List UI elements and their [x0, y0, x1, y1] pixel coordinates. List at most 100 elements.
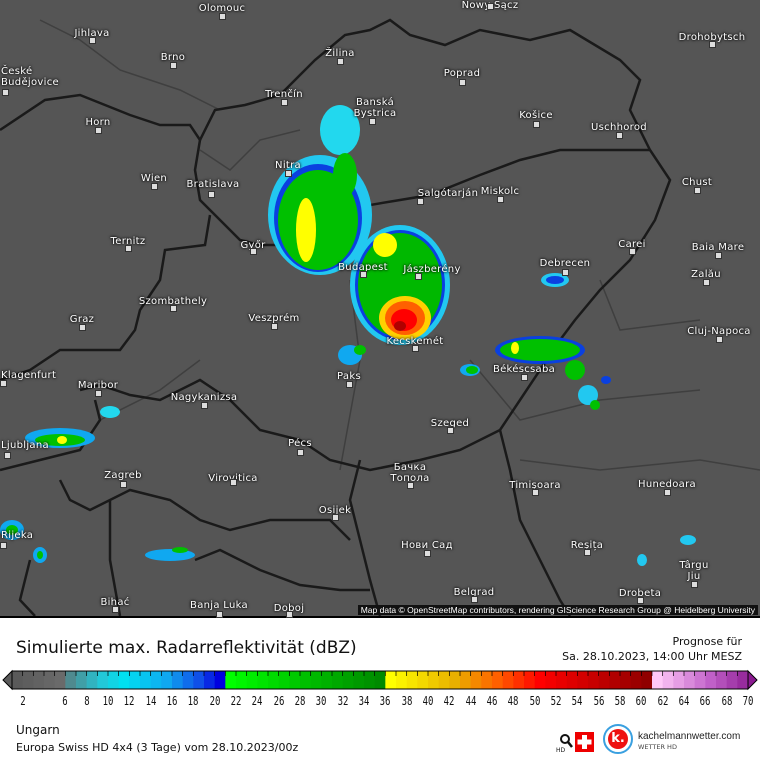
color-scale-cell [278, 671, 290, 689]
city-marker [216, 611, 223, 618]
radar-echo [296, 198, 316, 262]
city-marker [332, 514, 339, 521]
scale-tick-label: 16 [166, 694, 178, 708]
city-marker [219, 13, 226, 20]
city-label: Budapest [338, 262, 388, 273]
city-label: Pécs [288, 438, 312, 449]
map-attribution: Map data © OpenStreetMap contributors, r… [357, 605, 758, 615]
city-marker [584, 549, 591, 556]
chart-title: Simulierte max. Radarreflektivität (dBZ) [16, 638, 357, 658]
scale-tick-label: 14 [145, 694, 157, 708]
color-scale-cell [641, 671, 653, 689]
city-marker [709, 41, 716, 48]
city-label: Brno [160, 52, 186, 63]
scale-tick-label: 22 [230, 694, 242, 708]
city-label: Нови Сад [401, 540, 453, 551]
scale-tick-label: 30 [315, 694, 327, 708]
color-scale-cell [214, 671, 226, 689]
color-scale-cell [502, 671, 514, 689]
map-layer [0, 18, 760, 616]
city-label: Ljubljana [1, 440, 49, 451]
city-marker [715, 252, 722, 259]
scale-tick-label: 58 [614, 694, 626, 708]
scale-tick-label: 50 [529, 694, 541, 708]
color-scale-cell [97, 671, 109, 689]
city-marker [125, 245, 132, 252]
brand-name[interactable]: kachelmannwetter.com [638, 731, 741, 742]
radar-echo [511, 342, 519, 354]
swiss-hd-logo: HD [552, 730, 596, 754]
svg-text:HD: HD [556, 747, 566, 754]
city-label: Banja Luka [190, 600, 248, 611]
scale-tick-label: 56 [593, 694, 605, 708]
color-scale-cell [513, 671, 525, 689]
city-marker [521, 374, 528, 381]
city-label: Drohobytsch [678, 32, 746, 43]
city-label: Horn [85, 117, 111, 128]
city-label: Graz [69, 314, 95, 325]
color-scale-cell [22, 671, 34, 689]
city-marker [532, 489, 539, 496]
color-scale-cell [598, 671, 610, 689]
color-scale-cell [566, 671, 578, 689]
city-marker [89, 37, 96, 44]
color-scale-cell [65, 671, 77, 689]
city-marker [337, 58, 344, 65]
city-marker [0, 542, 7, 549]
city-label: Jihlava [74, 28, 110, 39]
color-scale-cell [246, 671, 258, 689]
region-name: Ungarn [16, 723, 60, 737]
color-scale-cell [428, 671, 440, 689]
radar-echo [466, 366, 478, 374]
radar-echo [637, 554, 647, 566]
city-label: Košice [519, 110, 553, 121]
color-scale-cell [385, 671, 397, 689]
color-scale-cell [300, 671, 312, 689]
scale-tick-label: 28 [294, 694, 306, 708]
city-marker [250, 248, 257, 255]
color-scale-cell [332, 671, 344, 689]
city-label: Wien [140, 173, 168, 184]
city-marker [694, 187, 701, 194]
color-scale-cell [12, 671, 24, 689]
city-label: Carei [618, 239, 646, 250]
scale-tick-label: 26 [273, 694, 285, 708]
city-marker [281, 99, 288, 106]
city-label: Žilina [325, 48, 355, 59]
city-label: Rijeka [1, 530, 34, 541]
city-label: Timișoara [509, 480, 561, 491]
color-scale-cell [684, 671, 696, 689]
color-scale-cell [556, 671, 568, 689]
color-scale-cell [321, 671, 333, 689]
city-marker [533, 121, 540, 128]
color-scale-cell [652, 671, 664, 689]
city-label: Târgu Jiu [679, 560, 709, 582]
city-marker [417, 198, 424, 205]
kachelmannwetter-logo[interactable]: k. [603, 724, 633, 754]
city-label: Cluj-Napoca [687, 326, 751, 337]
color-scale-cell [417, 671, 429, 689]
scale-tick-label: 18 [187, 694, 199, 708]
city-label: Szeged [430, 418, 470, 429]
color-scale-cell [193, 671, 205, 689]
color-scale-cell [86, 671, 98, 689]
scale-tick-label: 10 [102, 694, 114, 708]
color-scale-cell [460, 671, 472, 689]
city-label: Ternitz [110, 236, 146, 247]
city-label: Salgótarján [417, 188, 479, 199]
city-marker [230, 479, 237, 486]
radar-map[interactable]: Olomouc Nowy Sącz Jihlava Brno Žilina Drohoby… [0, 0, 760, 618]
city-label: Nitra [275, 160, 301, 171]
city-label: České Budějovice [1, 66, 59, 88]
city-marker [112, 606, 119, 613]
scale-tick-label: 42 [443, 694, 455, 708]
city-marker [151, 183, 158, 190]
radar-echo [100, 406, 120, 418]
city-marker [208, 191, 215, 198]
color-scale-cell [737, 671, 749, 689]
color-scale-cell [353, 671, 365, 689]
city-label: Doboj [273, 603, 305, 614]
color-scale-cell [716, 671, 728, 689]
scale-tick-label: 70 [742, 694, 754, 708]
model-run: Europa Swiss HD 4x4 (3 Tage) vom 28.10.2… [16, 741, 299, 754]
